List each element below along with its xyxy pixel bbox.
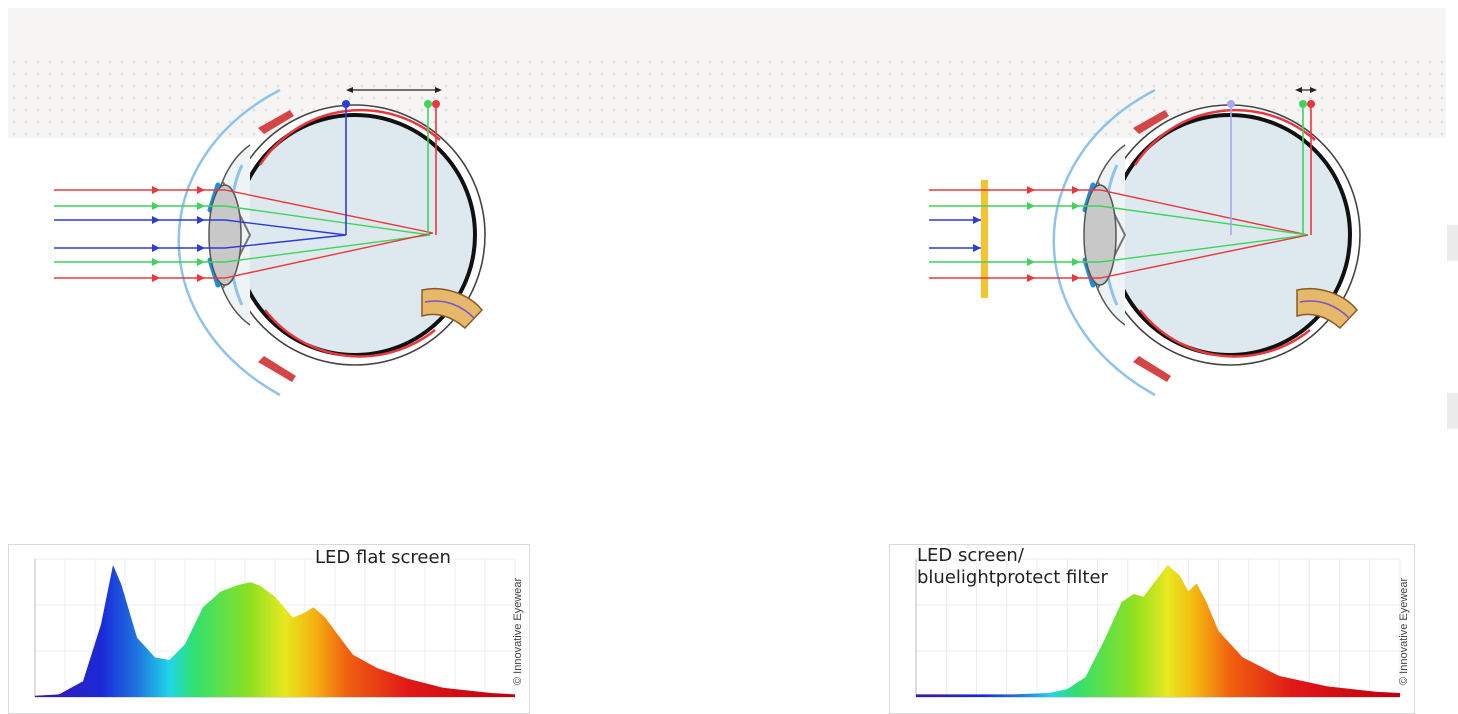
arrowhead-right: [435, 87, 442, 93]
spectrum-plot: [915, 558, 1401, 698]
retina-upper: [1133, 108, 1316, 166]
ray-arrowhead: [973, 216, 981, 224]
upper-eyelid: [258, 110, 294, 134]
green-focus-dot: [424, 100, 432, 108]
red-focus-dot: [432, 100, 440, 108]
spectrum-title: LED flat screen: [315, 547, 451, 568]
upper-eyelid: [1133, 110, 1169, 134]
lens: [1083, 184, 1117, 286]
tear-film-curve: [177, 88, 281, 397]
ray-arrowhead: [152, 216, 160, 224]
spectrum-plot: [34, 558, 516, 698]
light-rays: [54, 186, 434, 282]
lens: [208, 184, 242, 286]
ray-arrowhead: [197, 202, 205, 210]
optic-nerve: [421, 288, 483, 330]
ray-arrowhead: [197, 258, 205, 266]
ray-arrowhead: [197, 186, 205, 194]
spectrum-title: LED screen/ bluelightprotect filter: [917, 545, 1108, 588]
ray-arrowhead: [197, 274, 205, 282]
arrowhead-right: [1310, 87, 1317, 93]
copyright-watermark: © Innovative Eyewear: [512, 577, 524, 685]
focus-markers: [342, 87, 442, 235]
focus-markers: [1227, 87, 1317, 235]
ray-arrowhead: [1027, 202, 1035, 210]
ray-green: [54, 205, 431, 236]
optic-nerve-vessel: [1299, 300, 1350, 319]
ray-arrowhead: [197, 216, 205, 224]
ray-red: [929, 189, 1309, 236]
optic-nerve: [1296, 288, 1358, 330]
ray-arrowhead: [197, 244, 205, 252]
bluelight-filter: [981, 180, 988, 298]
ray-arrowhead: [1072, 186, 1080, 194]
ray-arrowhead: [152, 274, 160, 282]
blue-focus-dot: [342, 100, 350, 108]
ray-arrowhead: [1027, 186, 1035, 194]
ray-green: [929, 234, 1309, 263]
optic-nerve-vessel: [424, 300, 475, 319]
ray-arrowhead: [1072, 274, 1080, 282]
ray-arrowhead: [973, 244, 981, 252]
copyright-watermark: © Innovative Eyewear: [1398, 577, 1410, 685]
ray-arrowhead: [152, 244, 160, 252]
arrowhead-left: [1295, 87, 1302, 93]
lower-eyelid: [258, 356, 296, 382]
retina-upper: [258, 108, 441, 166]
dotted-pattern-band: [8, 56, 1446, 138]
ray-arrowhead: [1072, 202, 1080, 210]
ray-blue: [54, 219, 347, 236]
ray-red: [54, 232, 434, 279]
retina-lower: [264, 309, 436, 358]
ray-arrowhead: [1027, 258, 1035, 266]
ray-arrowhead: [1072, 258, 1080, 266]
ray-green: [929, 205, 1309, 236]
edge-tab-top: [1447, 225, 1458, 261]
eye-diagram-with-filter: [929, 87, 1361, 397]
retina-lower: [1139, 309, 1311, 358]
eye-diagram-without-filter: [54, 87, 486, 397]
ray-arrowhead: [152, 202, 160, 210]
ray-red: [54, 189, 434, 234]
top-banner: [8, 8, 1446, 56]
spectrum-area: [916, 565, 1400, 697]
red-focus-dot: [1307, 100, 1315, 108]
spectrum-area: [35, 565, 515, 697]
ray-arrowhead: [1027, 274, 1035, 282]
spectrum-chart-bluelight-filter: LED screen/ bluelightprotect filter © In…: [889, 544, 1415, 714]
ray-arrowhead: [152, 186, 160, 194]
ray-arrowhead: [152, 258, 160, 266]
ray-green: [54, 234, 431, 263]
spectrum-chart-led-flat-screen: LED flat screen © Innovative Eyewear: [8, 544, 530, 714]
tear-film-curve: [1052, 88, 1156, 397]
light-rays: [929, 186, 1309, 282]
arrowhead-left: [346, 87, 353, 93]
lower-eyelid: [1133, 356, 1171, 382]
blue-focus-dot: [1227, 100, 1235, 108]
green-focus-dot: [1299, 100, 1307, 108]
edge-tab-bottom: [1447, 393, 1458, 429]
ray-blue: [54, 234, 347, 249]
ray-red: [929, 234, 1309, 279]
